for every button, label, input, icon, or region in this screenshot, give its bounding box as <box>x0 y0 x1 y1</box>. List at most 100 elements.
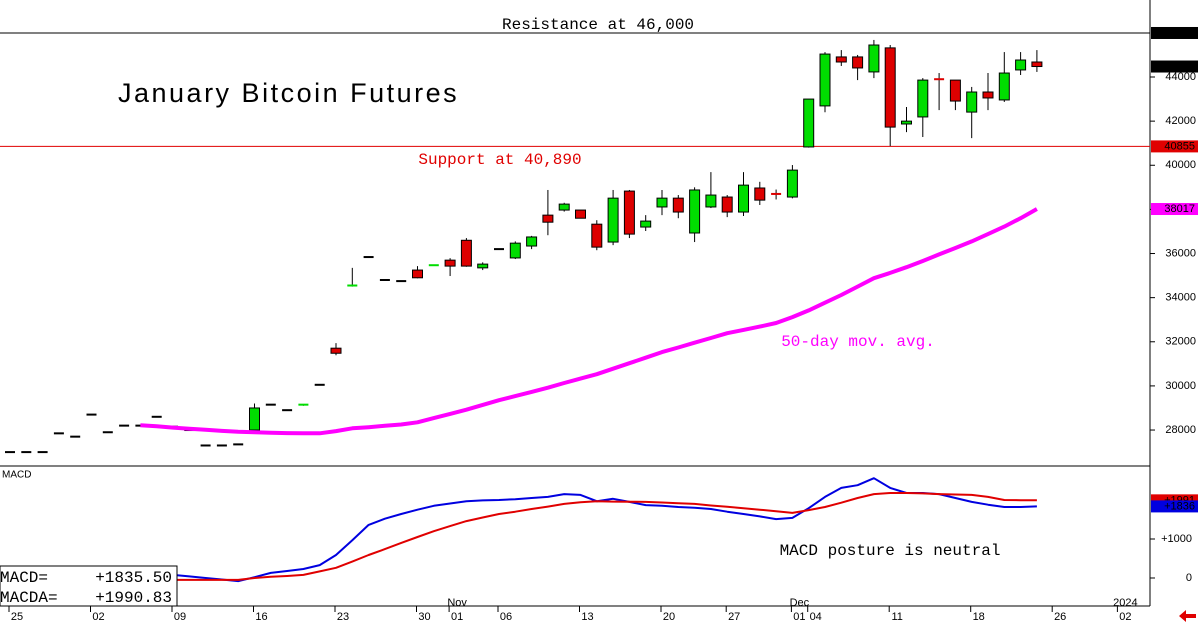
x-tick-label: 16 <box>255 611 267 623</box>
candle-body <box>347 284 358 287</box>
candle-body <box>542 214 554 223</box>
y-tick-label: 42000 <box>1165 115 1196 127</box>
candle-body <box>428 264 439 267</box>
candle-body <box>721 196 733 213</box>
candle-body <box>672 197 684 213</box>
series-line <box>172 477 1037 583</box>
readout-value: +1835.50 <box>95 569 172 587</box>
candle-body <box>37 451 48 454</box>
candle-body <box>363 256 374 259</box>
candle-body <box>477 263 489 269</box>
x-tick-label: 06 <box>500 611 512 623</box>
y-tick-label: 28000 <box>1165 424 1196 436</box>
candle-body <box>412 269 423 279</box>
month-label: 2024 <box>1113 597 1137 609</box>
y-tick-label: 30000 <box>1165 380 1196 392</box>
candle-body <box>233 443 244 446</box>
x-tick-label: 02 <box>92 611 104 623</box>
candle-body <box>949 79 961 102</box>
x-tick-label: 27 <box>728 611 740 623</box>
candle-body <box>216 444 227 447</box>
chart-title: January Bitcoin Futures <box>118 78 459 108</box>
candle-body <box>575 209 586 219</box>
candle-body <box>444 259 456 267</box>
candle-body <box>494 248 504 251</box>
x-tick-label: 09 <box>174 611 186 623</box>
candle-body <box>396 280 407 283</box>
x-tick-label: 25 <box>11 611 23 623</box>
candle-body <box>119 424 130 427</box>
series-line <box>173 492 1037 581</box>
candle-body <box>282 409 293 412</box>
y-tick-label: 32000 <box>1165 336 1196 348</box>
y-tick-label: 36000 <box>1165 247 1196 259</box>
candle-body <box>934 78 945 81</box>
candle-body <box>786 169 798 198</box>
x-tick-label: 02 <box>1119 611 1131 623</box>
y-tick-label: 0 <box>1186 572 1192 584</box>
price-label-box <box>1151 60 1198 73</box>
candle-body <box>884 47 896 128</box>
candle-body <box>982 91 994 99</box>
candle-body <box>102 431 113 434</box>
candle-body <box>591 223 603 248</box>
candle-body <box>966 91 978 113</box>
readout-box <box>0 565 178 607</box>
candle-body <box>1015 59 1027 71</box>
candle-body <box>835 56 847 63</box>
level-label: Support at 40,890 <box>418 151 581 169</box>
x-tick-label: 26 <box>1054 611 1066 623</box>
x-tick-label: 30 <box>418 611 430 623</box>
y-tick-label: 44000 <box>1165 71 1196 83</box>
level-label: Resistance at 46,000 <box>502 16 694 34</box>
candle-body <box>998 72 1010 101</box>
candle-body <box>819 53 831 107</box>
candle-body <box>656 197 668 208</box>
x-tick-label: 01 <box>793 611 805 623</box>
candle-body <box>86 413 97 416</box>
candle-body <box>640 220 652 228</box>
price-label: 45995 <box>1164 27 1195 39</box>
candle-body <box>21 451 32 454</box>
month-label: Dec <box>790 597 810 609</box>
y-tick-label: +1000 <box>1161 533 1192 545</box>
end-label: +1836 <box>1164 500 1195 512</box>
candle-body <box>151 415 162 418</box>
candle-body <box>265 403 276 406</box>
candle-body <box>1031 61 1043 68</box>
candle-body <box>298 403 309 406</box>
y-tick-label: 40000 <box>1165 159 1196 171</box>
end-label-box <box>1151 500 1198 513</box>
candle-body <box>200 444 211 447</box>
price-label-box <box>1151 203 1198 216</box>
back-arrow[interactable] <box>1179 610 1196 622</box>
candle-body <box>607 197 619 243</box>
panel-title: MACD <box>2 470 31 481</box>
candle-body <box>917 79 929 118</box>
price-label-box <box>1151 140 1198 153</box>
x-tick-label: 04 <box>810 611 822 623</box>
candle-body <box>689 189 701 234</box>
candle-body <box>868 44 880 73</box>
candle-body <box>705 194 717 208</box>
series-line <box>140 207 1038 436</box>
x-tick-label: 13 <box>581 611 593 623</box>
candle-body <box>5 451 15 454</box>
candle-body <box>314 383 325 386</box>
annotation: MACD posture is neutral <box>780 542 1001 560</box>
candle-body <box>526 236 538 247</box>
y-tick-label: 34000 <box>1165 292 1196 304</box>
candle-body <box>738 184 749 213</box>
readout-name: MACD= <box>0 569 48 587</box>
price-label-box <box>1151 26 1198 39</box>
candle-body <box>852 56 864 69</box>
x-tick-label: 18 <box>973 611 985 623</box>
candle-body <box>901 120 912 125</box>
x-tick-label: 01 <box>451 611 463 623</box>
candle-body <box>53 432 64 435</box>
candle-body <box>803 98 815 148</box>
candle-body <box>558 203 570 211</box>
